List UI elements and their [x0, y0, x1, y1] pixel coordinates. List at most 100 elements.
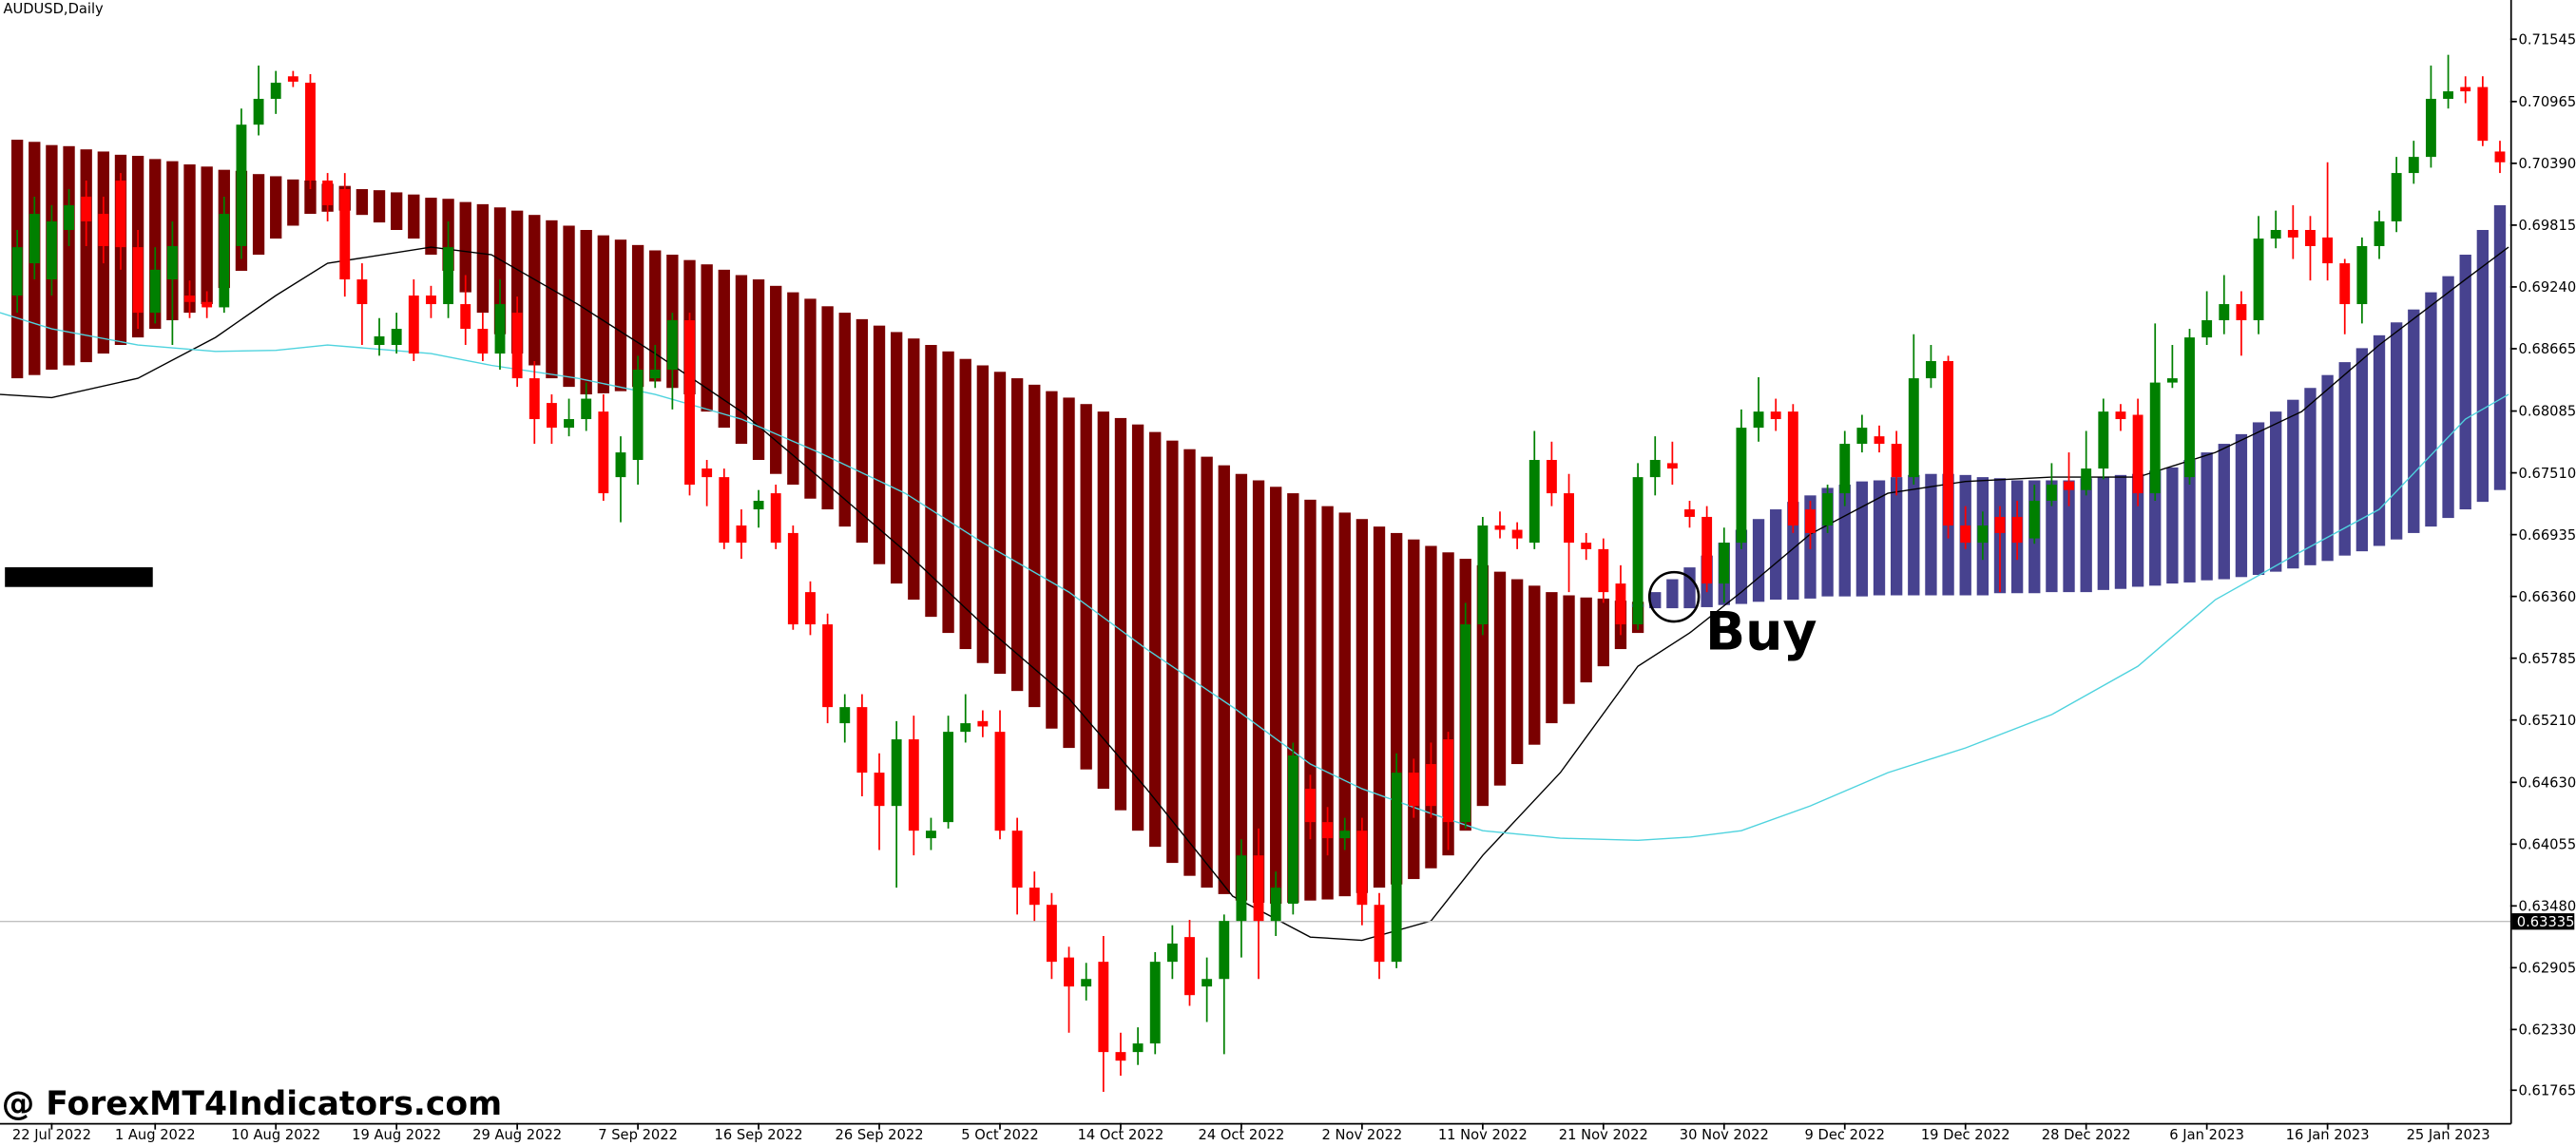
candle-body	[822, 624, 834, 708]
candle-body	[787, 532, 798, 625]
indicator-bar	[649, 250, 662, 382]
candle-body	[926, 831, 936, 839]
candle-body	[1460, 624, 1471, 823]
indicator-bar	[1149, 431, 1162, 848]
y-tick-label: 0.65210	[2519, 713, 2576, 729]
indicator-bar	[2493, 204, 2507, 490]
candle-body	[1149, 962, 1161, 1044]
indicator-bar	[1563, 595, 1575, 704]
indicator-bar	[1493, 571, 1507, 786]
candle-body	[1201, 979, 1213, 987]
candle-body	[1649, 460, 1661, 478]
candle-body	[564, 419, 574, 429]
candle-body	[2356, 245, 2368, 305]
candle-body	[1270, 888, 1281, 922]
indicator-bar	[1355, 519, 1369, 893]
indicator-bar	[1752, 519, 1765, 602]
candle-body	[511, 313, 523, 379]
indicator-bar	[838, 313, 851, 527]
candle-body	[1666, 463, 1678, 469]
candle-body	[1287, 755, 1298, 905]
y-tick-label: 0.70965	[2519, 94, 2576, 110]
indicator-bar	[2201, 452, 2213, 581]
candle-body	[770, 493, 781, 544]
indicator-bar	[1528, 585, 1541, 745]
candle-body	[219, 214, 230, 308]
candle-body	[202, 301, 213, 308]
indicator-bar	[2149, 470, 2162, 586]
indicator-bar	[1510, 579, 1524, 765]
candle-body	[2391, 173, 2402, 221]
candle-body	[1132, 1043, 1144, 1053]
indicator-bar	[1838, 485, 1851, 597]
candle-body	[1684, 509, 1695, 517]
candle-body	[2046, 485, 2057, 501]
indicator-bar	[1097, 411, 1109, 790]
indicator-bar	[2355, 348, 2369, 552]
candle-body	[46, 220, 57, 280]
candle-body	[1925, 360, 1936, 379]
indicator-bar	[1649, 592, 1662, 609]
candle-body	[184, 295, 195, 302]
indicator-bar	[1166, 440, 1179, 864]
candle-body	[1960, 525, 1971, 544]
indicator-bar	[2390, 322, 2403, 540]
y-tick-label: 0.63480	[2519, 899, 2576, 915]
indicator-bar	[1855, 481, 1869, 597]
candle-body	[1425, 764, 1436, 807]
candle-body	[1011, 831, 1023, 888]
indicator-bar	[1373, 526, 1386, 888]
candle-body	[581, 398, 592, 420]
candle-body	[1856, 428, 1868, 445]
candle-body	[2305, 230, 2316, 246]
indicator-bar	[63, 145, 75, 366]
y-tick-label: 0.67510	[2519, 466, 2576, 482]
y-tick-label: 0.64630	[2519, 774, 2576, 791]
candle-body	[977, 720, 989, 727]
x-tick-label: 21 Nov 2022	[1559, 1127, 1648, 1143]
candle-body	[1598, 548, 1609, 593]
candle-body	[1994, 516, 2006, 533]
candle-body	[1787, 411, 1798, 526]
candle-body	[2494, 151, 2506, 162]
candle-body	[702, 468, 713, 478]
candle-body	[270, 83, 281, 100]
candle-body	[684, 320, 695, 486]
x-tick-label: 7 Sep 2022	[598, 1127, 678, 1143]
candle-body	[236, 124, 247, 246]
candle-body	[753, 500, 764, 510]
candle-body	[1236, 855, 1247, 922]
indicator-bar	[1873, 480, 1886, 596]
candle-body	[81, 196, 92, 221]
indicator-bar	[408, 194, 420, 239]
indicator-bar	[580, 230, 592, 395]
x-tick-label: 19 Aug 2022	[352, 1127, 441, 1143]
x-tick-label: 22 Jul 2022	[12, 1127, 91, 1143]
candle-body	[374, 335, 385, 346]
candle-body	[649, 370, 661, 379]
indicator-bar	[1735, 529, 1748, 604]
candle-body	[2374, 220, 2385, 246]
candle-body	[994, 732, 1006, 831]
candle-body	[839, 707, 851, 724]
candle-body	[408, 295, 419, 354]
plot-area	[0, 54, 2510, 1092]
current-price-box	[2511, 913, 2575, 930]
candle-body	[166, 245, 178, 280]
candle-body	[2098, 411, 2109, 469]
indicator-bar	[1338, 512, 1351, 897]
candle-body	[1391, 773, 1402, 963]
indicator-bar	[2080, 478, 2092, 593]
candle-body	[1753, 411, 1764, 429]
indicator-bar	[1304, 499, 1317, 901]
candle-body	[615, 452, 626, 478]
candle-body	[908, 739, 919, 831]
candle-body	[2115, 411, 2126, 420]
candle-body	[1443, 739, 1454, 823]
candle-body	[1736, 428, 1747, 544]
indicator-bar	[1028, 384, 1041, 708]
candle-body	[666, 320, 678, 371]
candle-body	[1805, 509, 1816, 533]
indicator-bar	[252, 174, 265, 256]
candle-body	[1322, 822, 1334, 839]
